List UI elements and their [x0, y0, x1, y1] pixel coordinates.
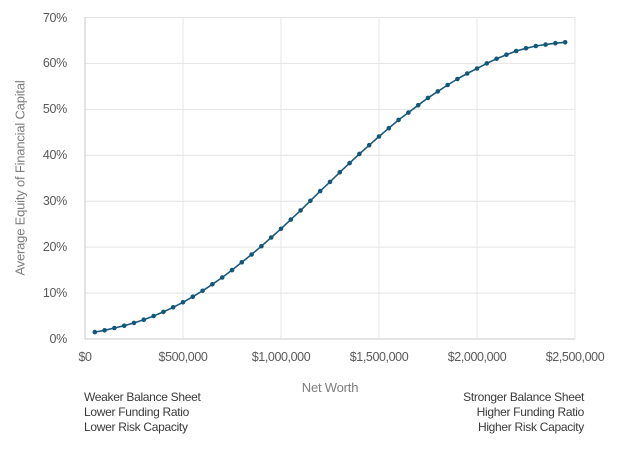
data-point: [249, 252, 254, 257]
data-point: [121, 323, 127, 329]
data-point: [366, 142, 372, 148]
data-point: [229, 267, 235, 273]
annotation-line: Lower Funding Ratio: [84, 405, 190, 419]
data-point: [298, 208, 303, 213]
data-point: [415, 102, 421, 108]
annotation-line: Lower Risk Capacity: [84, 420, 188, 434]
data-point: [464, 71, 470, 76]
data-point: [484, 61, 490, 66]
data-point: [112, 325, 117, 331]
data-point: [386, 125, 392, 131]
annotation-line: Weaker Balance Sheet: [84, 390, 201, 404]
x-tick-label: $500,000: [158, 350, 208, 364]
data-point: [190, 294, 196, 300]
y-tick-label: 50%: [42, 102, 67, 117]
data-point: [239, 260, 245, 265]
annotation-line: Stronger Balance Sheet: [463, 390, 584, 404]
data-point: [102, 328, 107, 333]
data-point: [210, 282, 215, 287]
data-point: [513, 48, 519, 54]
data-point: [141, 317, 147, 323]
annotation-stronger-balance-sheet: Stronger Balance Sheet Higher Funding Ra…: [463, 390, 584, 435]
data-point: [259, 243, 264, 249]
data-point: [161, 309, 166, 315]
data-point: [533, 43, 539, 49]
data-point: [170, 305, 176, 310]
data-point: [406, 110, 411, 115]
data-point: [445, 82, 450, 88]
series-line: [94, 41, 566, 333]
data-point: [435, 89, 441, 94]
data-point: [455, 76, 460, 82]
data-point: [523, 46, 529, 51]
y-tick-label: 60%: [42, 56, 67, 71]
annotation-line: Higher Risk Capacity: [477, 420, 584, 434]
x-axis-title: Net Worth: [301, 380, 359, 395]
y-tick-label: 40%: [42, 148, 67, 163]
y-tick-label: 10%: [42, 286, 67, 301]
data-point: [425, 95, 431, 101]
y-tick-label: 30%: [42, 194, 67, 209]
data-point: [219, 275, 225, 280]
data-point: [327, 179, 333, 185]
data-point: [553, 40, 558, 46]
data-point: [180, 300, 186, 305]
x-tick-label: $2,500,000: [545, 350, 605, 364]
x-tick-label: $2,000,000: [447, 350, 507, 364]
data-point: [357, 151, 362, 157]
data-point: [504, 52, 509, 57]
x-tick-label: $1,000,000: [251, 350, 311, 364]
x-tick-label: $0: [78, 350, 92, 364]
data-point: [474, 66, 480, 71]
data-point: [200, 288, 205, 294]
y-tick-label: 0%: [49, 332, 68, 346]
data-point: [151, 313, 156, 319]
data-point: [278, 226, 284, 232]
data-point: [396, 117, 401, 123]
data-point: [92, 329, 98, 335]
data-point: [317, 188, 323, 194]
y-tick-label: 70%: [42, 10, 67, 25]
data-point: [347, 160, 352, 166]
data-point: [494, 56, 499, 62]
data-point: [376, 134, 382, 139]
y-tick-label: 20%: [42, 240, 67, 255]
x-tick-label: $1,500,000: [349, 350, 409, 364]
data-point: [268, 235, 274, 240]
data-point: [337, 170, 343, 175]
data-point: [308, 198, 313, 204]
data-point: [562, 40, 568, 45]
data-point: [288, 217, 294, 222]
data-point: [543, 42, 548, 47]
annotation-line: Higher Funding Ratio: [476, 405, 585, 419]
annotation-weaker-balance-sheet: Weaker Balance Sheet Lower Funding Ratio…: [84, 390, 201, 435]
data-point: [131, 320, 137, 326]
